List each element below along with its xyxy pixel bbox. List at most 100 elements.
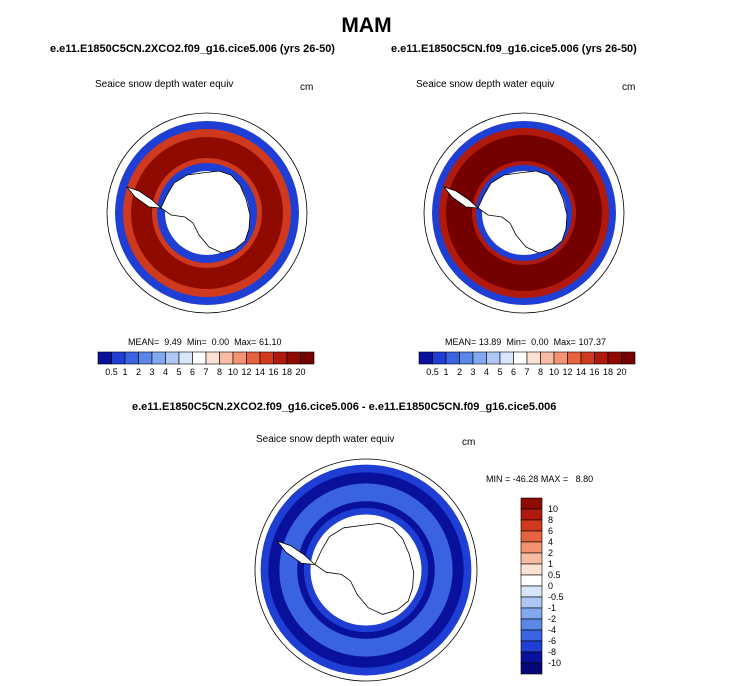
panel1-colorbar-tick: 18 <box>282 367 292 377</box>
panel2-colorbar-tick: 5 <box>497 367 502 377</box>
panel1-colorbar-tick: 3 <box>149 367 154 377</box>
panel2-colorbar-tick: 10 <box>549 367 559 377</box>
panel1-units-label: cm <box>300 82 314 93</box>
panel2-colorbar-tick: 2 <box>457 367 462 377</box>
panel3-colorbar-tick: 8 <box>548 515 553 525</box>
panel2-colorbar-tick: 12 <box>562 367 572 377</box>
panel1-colorbar-tick: 7 <box>203 367 208 377</box>
panel1-colorbar-tick: 1 <box>122 367 127 377</box>
panel1-colorbar-box <box>300 351 315 365</box>
panel1-mean-label: MEAN= <box>128 337 160 347</box>
panel3-colorbar-tick: -10 <box>548 658 561 668</box>
panel3-colorbar-box <box>520 618 543 631</box>
panel3-colorbar-box <box>520 552 543 565</box>
panel1-min-value: 0.00 <box>211 337 230 347</box>
panel2-colorbar-tick: 18 <box>603 367 613 377</box>
panel3-min-label: MIN = <box>486 474 511 484</box>
panel2-case-title: e.e11.E1850C5CN.f09_g16.cice5.006 (yrs 2… <box>391 43 637 55</box>
panel1-antarctica-coastline <box>160 170 251 254</box>
panel3-colorbar-tick: -8 <box>548 647 556 657</box>
panel1-colorbar-tick: 5 <box>176 367 181 377</box>
panel3-units-label: cm <box>462 437 476 448</box>
panel1-colorbar-tick: 16 <box>268 367 278 377</box>
panel3-colorbar-box <box>520 596 543 609</box>
panel3-colorbar-tick: 4 <box>548 537 553 547</box>
panel3-colorbar-tick: 0.5 <box>548 570 561 580</box>
panel3-colorbar-tick: 6 <box>548 526 553 536</box>
panel2-max-value: 107.37 <box>578 337 606 347</box>
panel1-stats: MEAN= 9.49 Min= 0.00 Max= 61.10 <box>128 337 281 347</box>
panel2-units-label: cm <box>622 82 636 93</box>
panel1-colorbar-tick: 6 <box>190 367 195 377</box>
panel1-colorbar-tick: 4 <box>163 367 168 377</box>
panel2-colorbar-tick: 6 <box>511 367 516 377</box>
panel2-ice-band <box>446 135 602 291</box>
panel3-colorbar-tick: 0 <box>548 581 553 591</box>
panel3-colorbar-box <box>520 574 543 587</box>
panel1-colorbar-tick: 12 <box>241 367 251 377</box>
panel3-max-value: 8.80 <box>575 474 594 484</box>
panel1-colorbar-tick: 20 <box>295 367 305 377</box>
panel2-colorbar-tick: 0.5 <box>426 367 439 377</box>
panel3-case-title: e.e11.E1850C5CN.2XCO2.f09_g16.cice5.006 … <box>132 401 557 413</box>
panel2-colorbar-tick: 8 <box>538 367 543 377</box>
panel3-antarctica-coastline <box>314 522 415 615</box>
panel1-variable-label: Seaice snow depth water equiv <box>95 79 234 90</box>
panel3-colorbar-box <box>520 563 543 576</box>
panel2-colorbar-tick: 16 <box>589 367 599 377</box>
panel3-colorbar-box <box>520 530 543 543</box>
panel2-mean-value: 13.89 <box>478 337 502 347</box>
panel3-colorbar-box <box>520 541 543 554</box>
panel2-min-value: 0.00 <box>531 337 549 347</box>
panel2-colorbar-tick: 7 <box>524 367 529 377</box>
panel3-colorbar-box <box>520 662 543 675</box>
figure-title: MAM <box>341 14 392 37</box>
panel3-colorbar-box <box>520 607 543 620</box>
panel2-min-label: Min= <box>506 337 527 347</box>
panel2-colorbar-tick: 20 <box>616 367 626 377</box>
panel3-colorbar-box <box>520 651 543 664</box>
panel3-colorbar-box <box>520 519 543 532</box>
panel2-colorbar-tick: 1 <box>443 367 448 377</box>
panel1-antarctic-peninsula <box>125 186 163 209</box>
panel3-min-value: -46.28 <box>512 474 539 484</box>
panel1-colorbar-tick: 14 <box>255 367 265 377</box>
panel3-colorbar-tick: -4 <box>548 625 556 635</box>
panel2-antarctica-coastline <box>477 170 568 254</box>
panel3-colorbar-tick: 10 <box>548 504 558 514</box>
panel2-colorbar-box <box>621 351 636 365</box>
panel2-max-label: Max= <box>553 337 576 347</box>
panel2-colorbar-tick: 4 <box>484 367 489 377</box>
panel1-colorbar-tick: 8 <box>217 367 222 377</box>
panel3-colorbar-tick: 1 <box>548 559 553 569</box>
panel1-colorbar-tick: 0.5 <box>105 367 118 377</box>
panel2-variable-label: Seaice snow depth water equiv <box>416 79 555 90</box>
panel1-max-label: Max= <box>234 337 257 347</box>
panel3-colorbar-box <box>520 585 543 598</box>
panel2-colorbar-tick: 3 <box>470 367 475 377</box>
panel2-mean-label: MEAN= <box>445 337 477 347</box>
panel2-antarctic-peninsula <box>442 186 480 209</box>
panel3-antarctic-peninsula <box>276 540 317 566</box>
panel3-colorbar-box <box>520 497 543 510</box>
panel3-variable-label: Seaice snow depth water equiv <box>256 434 395 445</box>
panel1-max-value: 61.10 <box>258 337 282 347</box>
panel2-stats: MEAN= 13.89 Min= 0.00 Max= 107.37 <box>445 337 606 347</box>
panel3-colorbar-tick: 2 <box>548 548 553 558</box>
panel1-mean-value: 9.49 <box>164 337 182 347</box>
panel1-min-label: Min= <box>186 337 207 347</box>
panel1-colorbar-tick: 2 <box>136 367 141 377</box>
panel3-colorbar-tick: -0.5 <box>548 592 564 602</box>
panel3-colorbar-tick: -2 <box>548 614 556 624</box>
panel2-colorbar-tick: 14 <box>576 367 586 377</box>
panel1-case-title: e.e11.E1850C5CN.2XCO2.f09_g16.cice5.006 … <box>50 43 335 55</box>
panel3-colorbar-box <box>520 629 543 642</box>
panel3-max-label: MAX = <box>540 474 569 484</box>
panel3-colorbar-box <box>520 508 543 521</box>
